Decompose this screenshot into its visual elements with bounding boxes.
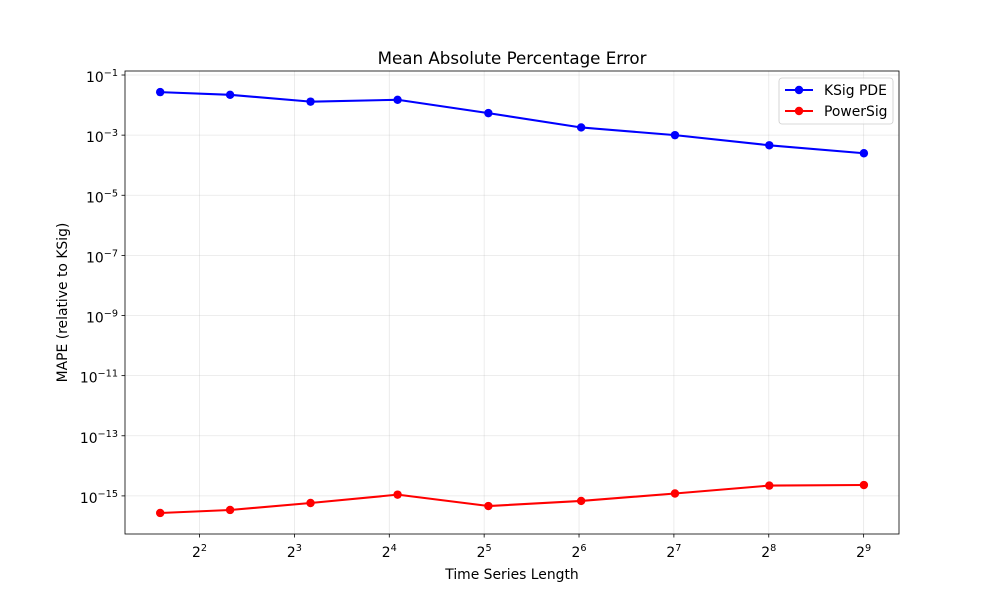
data-point-powersig (859, 480, 869, 490)
data-point-powersig (765, 481, 774, 490)
y-tick-label-exponent: −11 (98, 369, 118, 380)
x-tick-label-base: 2 (856, 545, 865, 561)
data-point-powersig (225, 505, 235, 515)
y-tick-label-exponent: −3 (104, 128, 118, 139)
legend-label: KSig PDE (824, 83, 887, 99)
data-point-powersig (484, 501, 493, 511)
data-point-powersig (306, 498, 315, 508)
data-point-ksig-pde (765, 141, 774, 150)
grid (125, 71, 899, 534)
series-powersig (155, 480, 869, 518)
legend-marker-swatch (794, 85, 804, 95)
legend-label: PowerSig (824, 104, 888, 120)
y-tick-label-exponent: −7 (104, 248, 118, 259)
y-tick-label-base: 10 (80, 431, 98, 447)
y-tick-label-exponent: −13 (98, 429, 118, 440)
y-tick-label: 10−11 (80, 369, 118, 387)
series-ksig-pde (155, 87, 869, 158)
legend-entry-powersig: PowerSig (785, 104, 888, 120)
y-tick-label-base: 10 (80, 491, 98, 507)
x-axis-ticks: 22 23 24 25 26 27 28 29 (192, 534, 871, 561)
plot-series (155, 87, 869, 518)
x-tick-label-exponent: 5 (485, 543, 491, 554)
x-tick-label-exponent: 2 (201, 543, 207, 554)
x-tick-label: 28 (761, 543, 776, 561)
y-tick-label: 10−5 (86, 188, 118, 206)
x-tick-label-exponent: 9 (865, 543, 871, 554)
x-tick-label-base: 2 (287, 545, 296, 561)
x-tick-label-base: 2 (192, 545, 201, 561)
y-tick-label: 10−15 (80, 489, 118, 507)
y-tick-label-base: 10 (86, 190, 104, 206)
data-point-powersig (576, 496, 586, 506)
legend-marker-swatch (794, 106, 804, 116)
x-tick-label: 23 (287, 543, 302, 561)
chart-title: Mean Absolute Percentage Error (378, 48, 647, 68)
y-tick-label-base: 10 (86, 130, 104, 146)
x-tick-label-base: 2 (572, 545, 581, 561)
y-tick-label-exponent: −15 (98, 489, 118, 500)
x-tick-label-exponent: 7 (675, 543, 681, 554)
data-point-ksig-pde (576, 123, 586, 132)
y-tick-label-exponent: −5 (104, 188, 118, 199)
data-point-powersig (670, 489, 680, 498)
x-tick-label-base: 2 (477, 545, 486, 561)
y-tick-label: 10−7 (86, 248, 118, 266)
data-point-ksig-pde (859, 149, 869, 158)
data-point-powersig (393, 490, 402, 499)
x-tick-label: 26 (572, 543, 587, 561)
x-tick-label-exponent: 4 (391, 543, 397, 554)
y-tick-label-base: 10 (86, 70, 104, 86)
y-tick-label-base: 10 (86, 311, 104, 327)
data-point-ksig-pde (670, 130, 680, 140)
x-tick-label-base: 2 (761, 545, 770, 561)
data-point-ksig-pde (484, 108, 493, 118)
data-point-ksig-pde (155, 87, 165, 97)
y-axis-label: MAPE (relative to KSig) (55, 223, 71, 383)
x-tick-label: 25 (477, 543, 492, 561)
x-tick-label-exponent: 8 (770, 543, 776, 554)
y-tick-label-exponent: −1 (104, 68, 118, 79)
x-tick-label-exponent: 3 (296, 543, 302, 554)
y-tick-label: 10−1 (86, 68, 118, 86)
x-tick-label-base: 2 (382, 545, 391, 561)
x-tick-label: 29 (856, 543, 871, 561)
x-axis-label: Time Series Length (444, 567, 578, 583)
data-point-ksig-pde (393, 95, 402, 104)
data-point-powersig (155, 508, 165, 518)
x-tick-label: 22 (192, 543, 207, 561)
axes-frame (124, 70, 900, 535)
y-tick-label-exponent: −9 (104, 309, 118, 320)
x-tick-label: 24 (382, 543, 397, 561)
y-tick-label: 10−9 (86, 309, 118, 327)
x-tick-label-exponent: 6 (580, 543, 586, 554)
data-point-ksig-pde (225, 90, 235, 99)
y-tick-label: 10−13 (80, 429, 118, 447)
data-point-ksig-pde (306, 97, 315, 106)
legend: KSig PDE PowerSig (778, 77, 894, 125)
legend-entry-ksig-pde: KSig PDE (785, 83, 887, 99)
x-tick-label-base: 2 (666, 545, 675, 561)
y-tick-label-base: 10 (86, 250, 104, 266)
x-tick-label: 27 (666, 543, 681, 561)
y-tick-label: 10−3 (86, 128, 118, 146)
y-tick-label-base: 10 (80, 371, 98, 387)
